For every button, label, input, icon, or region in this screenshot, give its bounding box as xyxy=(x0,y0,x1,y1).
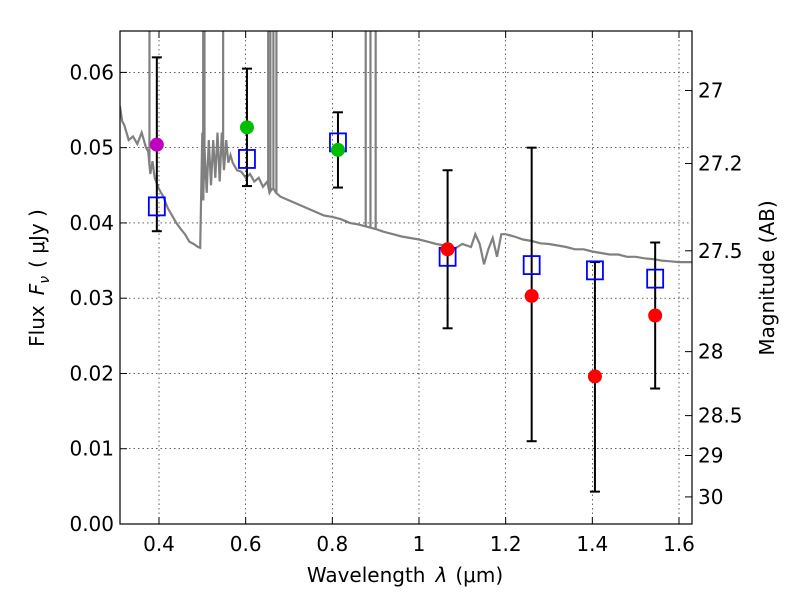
model-square xyxy=(238,149,256,169)
model-spectrum xyxy=(120,31,692,265)
x-tick-label: 1.6 xyxy=(663,532,695,556)
x-tick-label: 1.2 xyxy=(490,532,522,556)
observed-point xyxy=(239,120,254,135)
observed-point xyxy=(330,142,345,157)
y2-tick-label: 30 xyxy=(698,485,723,509)
y2-tick-label: 29 xyxy=(698,444,723,468)
spectrum-line xyxy=(120,106,692,265)
observed-point xyxy=(648,308,663,323)
y-tick-label: 0.04 xyxy=(69,211,114,235)
y2-tick-label: 27.2 xyxy=(698,151,743,175)
y2-tick-label: 27.5 xyxy=(698,239,743,263)
observed-point xyxy=(524,288,539,303)
plot-frame xyxy=(119,30,693,525)
y-tick-label: 0.03 xyxy=(69,286,114,310)
model-square xyxy=(646,268,665,289)
y2-tick-label: 28 xyxy=(698,340,723,364)
model-square xyxy=(586,260,604,281)
x-tick-label: 0.8 xyxy=(316,532,348,556)
model-square xyxy=(147,196,166,217)
y2-tick-label: 28.5 xyxy=(698,404,743,428)
model-square xyxy=(522,255,541,275)
observed-points xyxy=(149,120,663,384)
y2-tick-label: 27 xyxy=(698,78,723,102)
observed-point xyxy=(440,242,455,257)
observed-point xyxy=(587,369,602,384)
y-tick-label: 0.05 xyxy=(69,136,114,160)
y-axis-title: FluxFν( μJy ) xyxy=(25,209,53,347)
y-tick-label: 0.02 xyxy=(69,361,114,385)
y-tick-label: 0.06 xyxy=(69,60,114,84)
y2-axis-title: Magnitude (AB) xyxy=(755,200,779,355)
x-axis-title: Wavelength λ (μm) xyxy=(307,563,503,587)
x-tick-label: 0.6 xyxy=(230,532,262,556)
x-tick-label: 0.4 xyxy=(143,532,175,556)
grid xyxy=(120,31,692,525)
y-tick-label: 0.01 xyxy=(69,437,114,461)
observed-point xyxy=(149,137,164,152)
error-bars xyxy=(151,56,661,493)
x-tick-label: 1.4 xyxy=(576,532,608,556)
y-tick-label: 0.00 xyxy=(69,512,114,536)
ticks: 0.4 0.6 0.8 1 1.2 1.4 1.6 0.00 0.01 0.02 0.03 0.04 0… xyxy=(69,31,743,556)
x-tick-label: 1 xyxy=(413,532,426,556)
